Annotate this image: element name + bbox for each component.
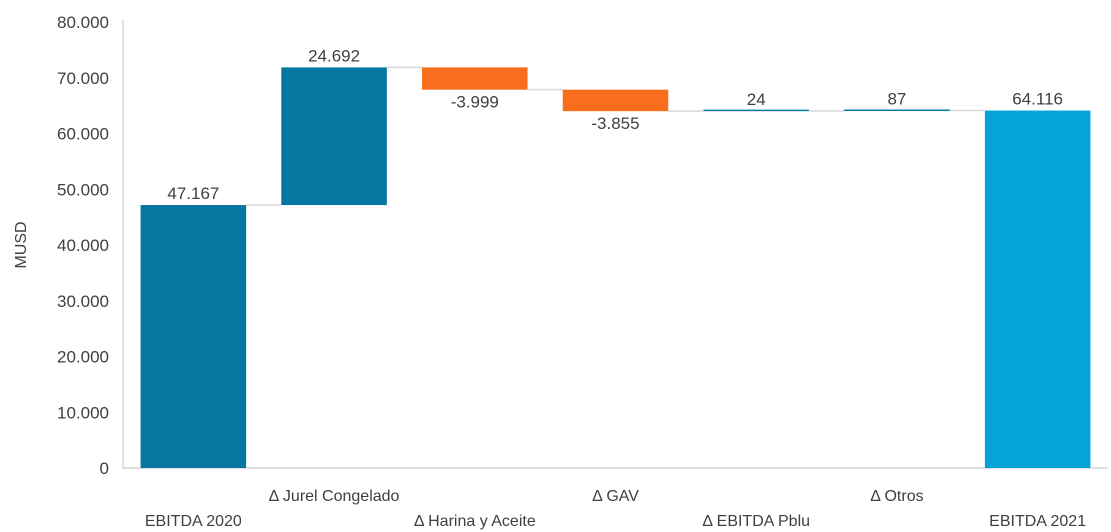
category-label-ebitda-2021: EBITDA 2021 [989, 513, 1086, 530]
y-tick-label: 10.000 [57, 403, 109, 422]
data-label-ebitda-2020: 47.167 [167, 184, 219, 203]
y-tick-label: 30.000 [57, 292, 109, 311]
category-labels: EBITDA 2020 Δ Jurel Congelado Δ Harina y A… [145, 488, 1086, 530]
bar-ebitda-2021 [984, 110, 1091, 469]
y-tick-label: 0 [100, 459, 109, 478]
data-label-delta-gav: -3.855 [591, 114, 639, 133]
category-label-delta-ebitda-pblu: Δ EBITDA Pblu [702, 513, 810, 530]
category-label-delta-jurel-congelado: Δ Jurel Congelado [269, 488, 400, 505]
category-label-delta-gav: Δ GAV [592, 488, 639, 505]
bar-delta-jurel-congelado [281, 67, 387, 206]
y-tick-label: 20.000 [57, 348, 109, 367]
bar-ebitda-2020 [140, 205, 247, 469]
y-tick-label: 80.000 [57, 13, 109, 32]
y-tick-label: 40.000 [57, 236, 109, 255]
data-label-delta-otros: 87 [887, 90, 906, 109]
bar-delta-harina-y-aceite [422, 67, 528, 90]
y-tick-labels: 0 10.000 20.000 30.000 40.000 50.000 60.000 70.… [57, 13, 109, 478]
data-label-ebitda-2021: 64.116 [1012, 90, 1063, 109]
data-labels: 47.167 24.692 -3.999 -3.855 24 87 64.116 [167, 46, 1063, 203]
y-tick-label: 60.000 [57, 125, 109, 144]
bars [140, 67, 1091, 469]
data-label-delta-jurel-congelado: 24.692 [308, 46, 360, 65]
category-label-delta-otros: Δ Otros [870, 488, 923, 505]
bar-delta-ebitda-pblu [703, 109, 809, 112]
category-label-ebitda-2020: EBITDA 2020 [145, 513, 242, 530]
y-tick-label: 70.000 [57, 69, 109, 88]
connector-lines [246, 66, 985, 206]
data-label-delta-harina-y-aceite: -3.999 [451, 93, 499, 112]
category-label-delta-harina-y-aceite: Δ Harina y Aceite [414, 513, 536, 530]
data-label-delta-ebitda-pblu: 24 [747, 90, 766, 109]
axes [122, 20, 1108, 469]
bar-delta-otros [844, 109, 950, 112]
y-axis-title: MUSD [13, 221, 30, 268]
y-tick-label: 50.000 [57, 180, 109, 199]
bar-delta-gav [562, 89, 669, 112]
